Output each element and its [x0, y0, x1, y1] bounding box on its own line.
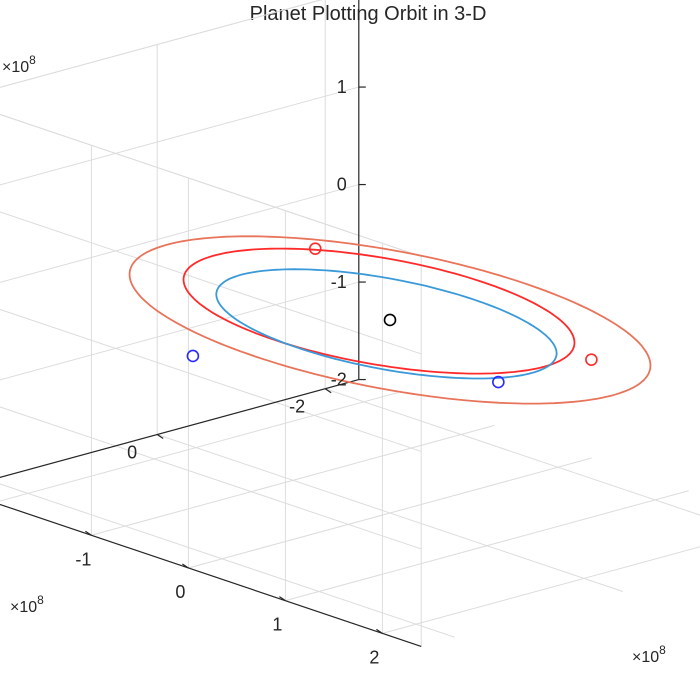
- x-tick-label: -1: [75, 549, 91, 569]
- gridline-sidewall-z: [0, 86, 359, 186]
- gridline-backwall-z: [0, 406, 422, 550]
- gridline-backwall-z: [0, 308, 422, 452]
- x-axis-line: [0, 503, 422, 648]
- planet-marker-5: [308, 242, 322, 255]
- y-tick: [156, 434, 164, 440]
- box-edge-top-back: [0, 113, 422, 257]
- x-tick-label: 1: [272, 615, 282, 635]
- x-tick: [279, 596, 286, 602]
- y-tick-label: 0: [127, 443, 137, 463]
- x-tick-label: 0: [175, 582, 185, 602]
- z-tick-label: -2: [331, 370, 347, 390]
- grid-layer: [0, 0, 700, 647]
- y-tick-label: -2: [289, 397, 305, 417]
- z-tick-label: 1: [337, 77, 347, 97]
- gridline-floor-x: [0, 392, 398, 502]
- gridline-backwall-z: [0, 211, 422, 355]
- z-exponent-label: ×108: [2, 53, 36, 76]
- orbit-path-2: [182, 247, 576, 375]
- orbit-path-3: [215, 268, 558, 380]
- gridline-floor-y: [325, 388, 700, 516]
- box-edge-top-left: [0, 0, 323, 88]
- planet-marker-1: [383, 313, 397, 327]
- x-tick: [85, 530, 92, 536]
- x-tick: [376, 628, 383, 634]
- gridline-floor-y: [157, 434, 623, 592]
- gridline-sidewall-z: [0, 184, 359, 283]
- x-tick-label: 2: [369, 647, 379, 667]
- z-tick-label: -1: [331, 272, 347, 292]
- planet-marker-3: [492, 375, 505, 389]
- gridline-floor-y: [0, 483, 455, 638]
- planet-marker-2: [186, 349, 200, 363]
- chart-title: Planet Plotting Orbit in 3-D: [250, 3, 487, 25]
- x-tick: [182, 563, 189, 569]
- series-layer: [128, 235, 652, 405]
- gridline-floor-x: [382, 546, 700, 634]
- gridline-backwall-z: [0, 503, 422, 647]
- planet-marker-4: [585, 353, 598, 366]
- y-tick: [324, 388, 332, 394]
- axes-layer: [0, 0, 422, 648]
- orbit-path-1: [128, 235, 652, 405]
- gridline-sidewall-z: [0, 281, 359, 381]
- z-tick-label: 0: [337, 175, 347, 195]
- y-exponent-label: ×108: [10, 593, 44, 616]
- x-exponent-label: ×108: [632, 643, 666, 666]
- points-layer: [186, 242, 598, 389]
